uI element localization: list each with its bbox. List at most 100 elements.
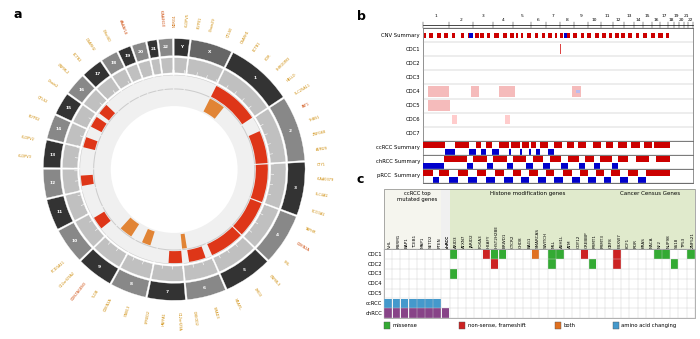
Bar bbox=[442, 190, 449, 250]
Bar bbox=[643, 33, 647, 38]
Text: SMAD3: SMAD3 bbox=[211, 306, 219, 320]
Text: NF2: NF2 bbox=[658, 240, 662, 248]
Wedge shape bbox=[158, 248, 181, 251]
Text: QTLS2: QTLS2 bbox=[37, 95, 49, 104]
Text: QTLS0: QTLS0 bbox=[226, 26, 234, 38]
Text: 19: 19 bbox=[674, 14, 680, 18]
Text: FAT1: FAT1 bbox=[302, 101, 311, 108]
Bar bbox=[494, 33, 498, 38]
Wedge shape bbox=[212, 236, 241, 256]
Text: SPRED2: SPRED2 bbox=[145, 310, 151, 324]
Bar bbox=[589, 259, 596, 269]
Bar bbox=[516, 33, 518, 38]
Wedge shape bbox=[47, 196, 73, 229]
Text: 1: 1 bbox=[435, 14, 438, 18]
Wedge shape bbox=[93, 151, 96, 168]
Bar bbox=[538, 177, 546, 183]
Wedge shape bbox=[185, 89, 210, 98]
Wedge shape bbox=[158, 89, 164, 91]
Wedge shape bbox=[80, 249, 118, 283]
Bar bbox=[546, 170, 554, 176]
Text: BAP1: BAP1 bbox=[405, 237, 409, 248]
Bar bbox=[461, 33, 464, 38]
Text: SLC4A1: SLC4A1 bbox=[314, 192, 329, 199]
Wedge shape bbox=[244, 204, 279, 247]
Wedge shape bbox=[111, 269, 149, 297]
Wedge shape bbox=[210, 97, 242, 125]
Text: 10: 10 bbox=[592, 18, 597, 22]
Text: JARID2: JARID2 bbox=[470, 234, 474, 248]
Wedge shape bbox=[142, 229, 155, 245]
Bar bbox=[475, 33, 479, 38]
Text: CDC2: CDC2 bbox=[405, 61, 420, 66]
Text: pRCC  Summary: pRCC Summary bbox=[377, 173, 420, 178]
Bar bbox=[384, 190, 442, 250]
Bar bbox=[433, 308, 441, 318]
Bar bbox=[510, 33, 514, 38]
Wedge shape bbox=[66, 192, 88, 220]
Text: X: X bbox=[208, 51, 211, 54]
Text: 16: 16 bbox=[78, 88, 85, 92]
Text: 20: 20 bbox=[138, 50, 144, 54]
Wedge shape bbox=[118, 46, 136, 67]
Wedge shape bbox=[43, 170, 63, 198]
Text: 13: 13 bbox=[626, 14, 631, 18]
Wedge shape bbox=[129, 252, 153, 262]
Text: VHL: VHL bbox=[389, 240, 392, 248]
Wedge shape bbox=[181, 234, 187, 248]
Text: 18: 18 bbox=[111, 61, 116, 65]
Bar bbox=[452, 115, 457, 124]
Text: 8: 8 bbox=[130, 282, 132, 286]
Bar bbox=[636, 156, 649, 162]
Text: SHROOM3: SHROOM3 bbox=[276, 56, 291, 72]
Bar bbox=[456, 142, 468, 148]
Bar bbox=[671, 259, 678, 269]
Wedge shape bbox=[218, 70, 267, 116]
Wedge shape bbox=[242, 203, 262, 235]
Bar bbox=[393, 308, 400, 318]
Text: C12orf29A: C12orf29A bbox=[177, 312, 182, 331]
Bar bbox=[469, 33, 473, 38]
Wedge shape bbox=[120, 254, 153, 279]
Wedge shape bbox=[183, 256, 211, 264]
Text: 20: 20 bbox=[679, 18, 685, 22]
Bar bbox=[644, 142, 652, 148]
Bar bbox=[564, 170, 572, 176]
Text: 6: 6 bbox=[203, 286, 206, 290]
Bar bbox=[384, 250, 695, 318]
Text: HIST2H2BE: HIST2H2BE bbox=[494, 225, 498, 248]
Text: CHEOD2: CHEOD2 bbox=[192, 311, 198, 326]
Text: Histone modification genes: Histone modification genes bbox=[489, 191, 565, 196]
Text: ccRCC: ccRCC bbox=[366, 301, 382, 306]
Bar bbox=[417, 299, 425, 308]
Wedge shape bbox=[216, 85, 253, 117]
Text: 15: 15 bbox=[645, 14, 650, 18]
Wedge shape bbox=[182, 243, 206, 250]
Wedge shape bbox=[161, 58, 173, 74]
Text: Chain2: Chain2 bbox=[46, 79, 58, 89]
Bar bbox=[521, 177, 529, 183]
Text: 6: 6 bbox=[537, 18, 540, 22]
Bar bbox=[487, 163, 494, 169]
Bar bbox=[529, 149, 531, 155]
Wedge shape bbox=[94, 237, 127, 267]
Text: CNFML3: CNFML3 bbox=[268, 274, 281, 288]
Bar bbox=[615, 33, 620, 38]
Bar bbox=[620, 177, 629, 183]
Bar bbox=[533, 156, 543, 162]
Wedge shape bbox=[80, 148, 83, 168]
Wedge shape bbox=[56, 94, 81, 121]
Bar bbox=[444, 156, 467, 162]
Text: CDC3: CDC3 bbox=[368, 272, 382, 276]
Text: CDY12: CDY12 bbox=[576, 234, 580, 248]
Bar bbox=[468, 149, 476, 155]
Text: 13: 13 bbox=[50, 153, 56, 157]
Wedge shape bbox=[189, 40, 232, 67]
Bar bbox=[439, 170, 449, 176]
Wedge shape bbox=[248, 131, 267, 164]
Text: FOXA3: FOXA3 bbox=[478, 234, 482, 248]
Wedge shape bbox=[174, 88, 183, 90]
Bar bbox=[656, 156, 670, 162]
Wedge shape bbox=[108, 112, 118, 122]
Text: ECTB1: ECTB1 bbox=[253, 40, 262, 52]
